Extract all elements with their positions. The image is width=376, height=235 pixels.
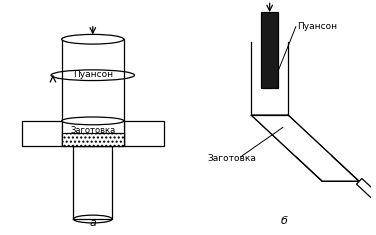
Text: Пуансон: Пуансон (297, 22, 337, 31)
Bar (22, 121, 62, 146)
Ellipse shape (62, 34, 124, 44)
Bar (124, 121, 164, 146)
Polygon shape (251, 115, 332, 156)
Text: Заготовка: Заготовка (208, 154, 256, 163)
Bar (252, 88, 287, 115)
Bar (73, 146, 112, 219)
Bar (252, 42, 261, 88)
Bar (278, 42, 287, 88)
Polygon shape (356, 179, 376, 207)
Bar (62, 133, 124, 146)
Text: Пуансон: Пуансон (73, 70, 113, 79)
Text: Заготовка: Заготовка (70, 126, 115, 135)
Text: а: а (89, 218, 96, 228)
Bar (261, 12, 278, 88)
Bar (62, 121, 124, 146)
Polygon shape (251, 115, 359, 181)
Ellipse shape (62, 117, 124, 125)
Bar (62, 39, 124, 121)
Text: б: б (281, 216, 288, 226)
